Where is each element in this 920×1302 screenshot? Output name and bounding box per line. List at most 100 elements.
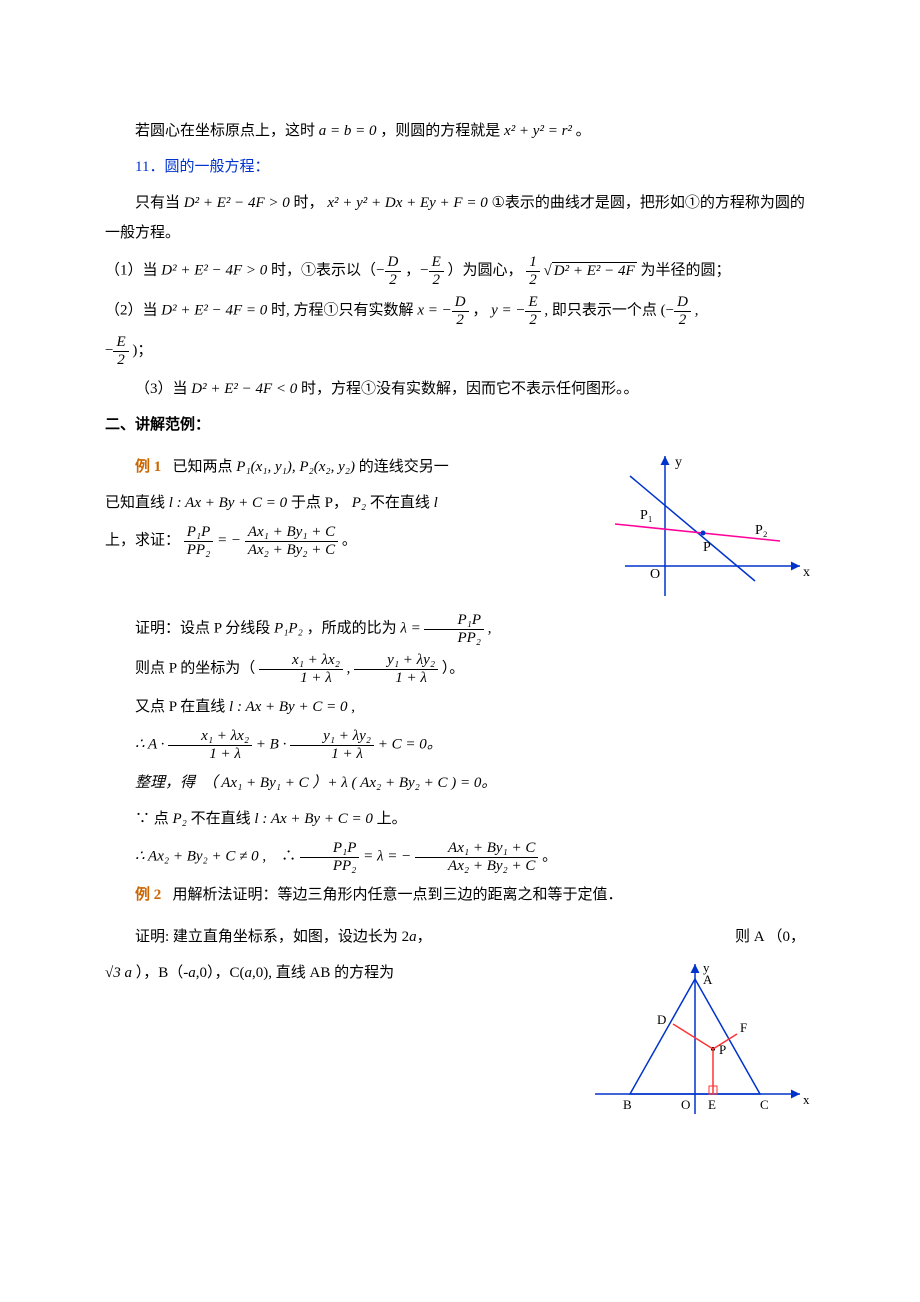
text: )；	[132, 342, 152, 358]
intro-line: 若圆心在坐标原点上，这时 a = b = 0 ，则圆的方程就是 x² + y² …	[105, 116, 815, 146]
svg-text:P₂: P₂	[755, 523, 768, 538]
num: D	[674, 294, 691, 311]
frac: y₁ + λy₂1 + λ	[290, 728, 374, 762]
den: Ax₂ + By₂ + C	[415, 857, 538, 875]
math: P₁(x₁, y₁), P₂(x₂, y₂)	[236, 459, 355, 475]
triangle-diagram-icon: y x A B C D F P E O	[585, 954, 815, 1124]
text: 用解析法证明：等边三角形内任意一点到三边的距离之和等于定值．	[173, 887, 623, 903]
frac: E2	[113, 334, 128, 368]
frac: D2	[674, 294, 691, 328]
den: 1 + λ	[168, 745, 252, 763]
math: a = b = 0	[319, 123, 377, 139]
math: P₂	[173, 811, 187, 827]
math: + C = 0。	[378, 736, 442, 752]
frac: Ax₁ + By₁ + CAx₂ + By₂ + C	[245, 524, 338, 558]
text: 时，①表示以（	[271, 262, 376, 278]
math: + B ·	[256, 736, 287, 752]
text: 时, 方程①只有实数解	[271, 302, 417, 318]
ex2-label: 例 2	[135, 887, 161, 903]
text: 证明：设点 P 分线段	[135, 620, 274, 636]
text: 不在直线	[191, 811, 255, 827]
text: ,	[695, 302, 699, 318]
den: 2	[525, 311, 540, 329]
frac: D2	[385, 254, 402, 288]
text: ，则圆的方程就是	[380, 123, 504, 139]
den: PP₂	[184, 541, 214, 559]
text: ，	[417, 929, 432, 945]
svg-text:D: D	[657, 1012, 666, 1027]
svg-text:x: x	[803, 1092, 810, 1107]
math: = λ = −	[363, 848, 411, 864]
ex1-text-col: 例 1 已知两点 P₁(x₁, y₁), P₂(x₂, y₂) 的连线交另一 已…	[105, 446, 575, 564]
svg-text:O: O	[681, 1097, 690, 1112]
text: ,0），C(	[196, 965, 245, 981]
text: 时，	[294, 195, 324, 211]
text: ，所成的比为	[307, 620, 401, 636]
num: y₁ + λy₂	[290, 728, 374, 745]
text: ，	[472, 302, 487, 318]
sec11-title: 11．圆的一般方程：	[105, 152, 815, 182]
math: a	[409, 929, 417, 945]
num: D	[452, 294, 469, 311]
ex2-figure: y x A B C D F P E O	[585, 954, 815, 1124]
text: 若圆心在坐标原点上，这时	[135, 123, 319, 139]
text: 上，求证：	[105, 532, 180, 548]
sec11-c2-cont: −E2 )；	[105, 334, 815, 368]
text: 时，方程①没有实数解，因而它不表示任何图形。。	[301, 381, 639, 397]
sec11-l1: 只有当 D² + E² − 4F > 0 时， x² + y² + Dx + E…	[105, 188, 815, 248]
den: PP₂	[300, 857, 360, 875]
math: λ =	[400, 620, 424, 636]
text: （3）当	[135, 381, 191, 397]
svg-text:P: P	[719, 1042, 726, 1057]
frac: P₁PPP₂	[424, 612, 484, 646]
math: D² + E² − 4F > 0	[161, 262, 267, 278]
text: 不在直线	[370, 495, 434, 511]
text: ,	[347, 660, 351, 676]
ex1-l3: 上，求证： P₁PPP₂ = − Ax₁ + By₁ + CAx₂ + By₂ …	[105, 524, 575, 558]
eq: = −	[217, 532, 241, 548]
ex1-since: ∵ 点 P₂ 不在直线 l : Ax + By + C = 0 上。	[105, 804, 815, 834]
num: y₁ + λy₂	[354, 652, 438, 669]
text: ,	[488, 620, 492, 636]
text: 。	[342, 532, 357, 548]
den: Ax₂ + By₂ + C	[245, 541, 338, 559]
text: , ∴	[262, 848, 300, 864]
den: 1 + λ	[354, 669, 438, 687]
num: x₁ + λx₂	[168, 728, 252, 745]
math: l	[434, 495, 438, 511]
sqrt: √D² + E² − 4F	[544, 256, 637, 286]
text: 证明: 建立直角坐标系，如图，设边长为 2	[135, 929, 409, 945]
den: 2	[452, 311, 469, 329]
frac: E2	[525, 294, 540, 328]
ex1-coord: 则点 P 的坐标为（ x₁ + λx₂1 + λ , y₁ + λy₂1 + λ…	[105, 652, 815, 686]
math: l : Ax + By + C = 0	[169, 495, 287, 511]
math: x² + y² + Dx + Ey + F = 0	[327, 195, 487, 211]
math: ∴	[135, 848, 148, 864]
sec11-c3: （3）当 D² + E² − 4F < 0 时，方程①没有实数解，因而它不表示任…	[105, 374, 815, 404]
ex1-eqline: ∴ A · x₁ + λx₂1 + λ + B · y₁ + λy₂1 + λ …	[105, 728, 815, 762]
ex1-l2: 已知直线 l : Ax + By + C = 0 于点 P， P₂ 不在直线 l	[105, 488, 575, 518]
den: 1 + λ	[290, 745, 374, 763]
frac: x₁ + λx₂1 + λ	[259, 652, 343, 686]
text: ）。	[442, 660, 465, 676]
svg-text:E: E	[708, 1097, 716, 1112]
math: l : Ax + By + C = 0	[254, 811, 372, 827]
num: P₁P	[184, 524, 214, 541]
text: 已知直线	[105, 495, 169, 511]
text: ,	[351, 699, 355, 715]
text: ），B（-	[136, 965, 189, 981]
num: x₁ + λx₂	[259, 652, 343, 669]
text: , 即只表示一个点 (−	[544, 302, 674, 318]
num: P₁P	[424, 612, 484, 629]
den: 2	[385, 271, 402, 289]
frac: P₁PPP₂	[300, 840, 360, 874]
svg-text:C: C	[760, 1097, 769, 1112]
math: y = −	[491, 302, 525, 318]
text: ∵ 点	[135, 811, 173, 827]
svg-text:P₁: P₁	[640, 508, 653, 523]
num: D	[385, 254, 402, 271]
ex1-label: 例 1	[135, 459, 161, 475]
num: E	[113, 334, 128, 351]
frac: y₁ + λy₂1 + λ	[354, 652, 438, 686]
num: Ax₁ + By₁ + C	[415, 840, 538, 857]
